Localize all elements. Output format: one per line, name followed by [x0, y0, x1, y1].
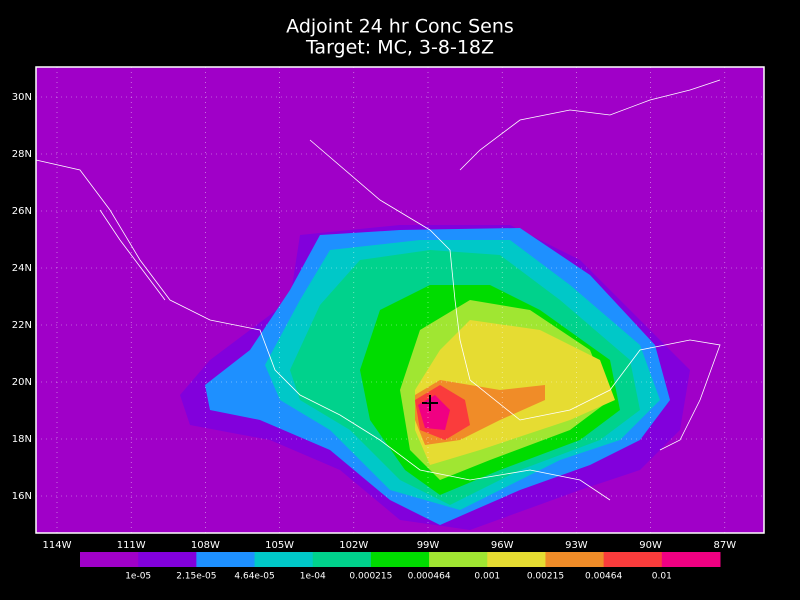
- lon-label: 99W: [417, 540, 440, 551]
- target-marker: [422, 395, 438, 411]
- lat-label: 16N: [12, 491, 32, 502]
- colorbar-label: 0.001: [474, 572, 500, 582]
- lon-label: 108W: [191, 540, 220, 551]
- lat-label: 26N: [12, 206, 32, 217]
- colorbar-label: 1e-04: [300, 572, 326, 582]
- colorbar-swatch: [545, 552, 605, 567]
- coastline: [309, 139, 721, 451]
- colorbar-swatch: [603, 552, 663, 567]
- lat-label: 18N: [12, 434, 32, 445]
- colorbar-swatch: [370, 552, 430, 567]
- colorbar-label: 4.64e-05: [234, 572, 274, 582]
- colorbar: 1e-05 2.15e-05 4.64e-05 1e-04 0.000215 0.0004…: [80, 552, 721, 582]
- colorbar-label: 0.01: [652, 572, 672, 582]
- colorbar-label: 0.000464: [408, 572, 451, 582]
- lon-label: 96W: [491, 540, 514, 551]
- lat-label: 24N: [12, 263, 32, 274]
- colorbar-label: 0.00464: [585, 572, 622, 582]
- coastline: [99, 209, 166, 301]
- lat-label: 22N: [12, 320, 32, 331]
- title-line: Adjoint 24 hr Conc Sens: [286, 16, 514, 38]
- colorbar-label: 0.000215: [349, 572, 392, 582]
- colorbar-label: 1e-05: [125, 572, 151, 582]
- colorbar-swatch: [429, 552, 488, 567]
- coastline: [459, 79, 721, 171]
- coastline: [35, 159, 611, 501]
- colorbar-swatch: [487, 552, 546, 567]
- colorbar-swatch: [254, 552, 314, 567]
- map-panel: [35, 66, 765, 534]
- colorbar-swatch: [138, 552, 197, 567]
- map-frame: [35, 66, 765, 534]
- lat-label: 28N: [12, 149, 32, 160]
- colorbar-swatch: [196, 552, 256, 567]
- lon-label: 93W: [565, 540, 588, 551]
- lon-label: 90W: [639, 540, 662, 551]
- lon-label: 102W: [339, 540, 368, 551]
- colorbar-swatch: [80, 552, 139, 567]
- colorbar-label: 0.00215: [527, 572, 564, 582]
- lon-label: 111W: [117, 540, 146, 551]
- colorbar-swatch: [312, 552, 372, 567]
- lat-label: 30N: [12, 92, 32, 103]
- colorbar-label: 2.15e-05: [176, 572, 216, 582]
- lon-label: 87W: [713, 540, 736, 551]
- lat-label: 20N: [12, 377, 32, 388]
- lon-label: 105W: [265, 540, 294, 551]
- title-line: Target: MC, 3-8-18Z: [305, 37, 494, 59]
- colorbar-swatch: [661, 552, 721, 567]
- lon-label: 114W: [43, 540, 72, 551]
